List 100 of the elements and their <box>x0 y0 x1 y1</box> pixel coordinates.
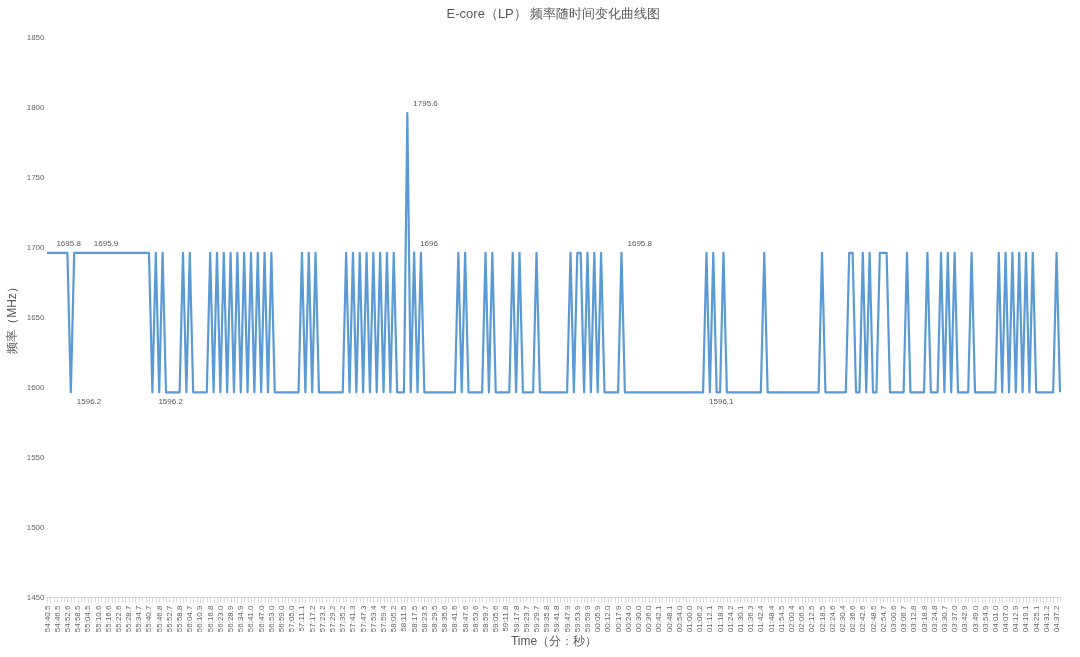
x-tick-label: 59:11.8 <box>501 604 511 632</box>
x-tick-label: 59:17.8 <box>511 604 521 633</box>
x-tick-label: 56:41.0 <box>246 604 256 633</box>
x-tick-label: 00:42.1 <box>654 604 664 633</box>
x-tick-label: 58:35.6 <box>440 604 450 633</box>
x-tick-label: 02:42.6 <box>858 604 868 633</box>
x-tick-label: 57:23.2 <box>317 604 327 633</box>
y-tick-label: 1750 <box>26 172 46 182</box>
x-tick-label: 59:47.9 <box>562 604 572 633</box>
x-tick-label: 03:30.7 <box>939 604 949 633</box>
x-tick-label: 58:59.7 <box>481 604 491 633</box>
x-tick-label: 04:12.9 <box>1011 604 1021 633</box>
x-tick-label: 03:49.0 <box>970 604 980 633</box>
y-tick-label: 1550 <box>26 452 46 462</box>
x-tick-label: 59:23.7 <box>521 604 531 633</box>
x-tick-label: 54:46.5 <box>52 604 62 633</box>
x-tick-label: 01:54.5 <box>776 604 786 633</box>
x-tick-label: 58:23.5 <box>419 604 429 633</box>
y-tick-label: 1500 <box>26 522 46 532</box>
x-tick-label: 57:11.1 <box>297 604 307 632</box>
x-tick-label: 57:47.3 <box>358 604 368 633</box>
y-tick-label: 1700 <box>26 242 46 252</box>
x-tick-label: 02:24.6 <box>827 604 837 633</box>
x-tick-label: 55:22.6 <box>113 604 123 633</box>
y-tick-label: 1800 <box>26 102 46 112</box>
x-tick-label: 55:46.8 <box>154 604 164 633</box>
x-tick-label: 04:31.2 <box>1041 604 1051 633</box>
x-tick-label: 55:10.6 <box>93 604 103 633</box>
x-tick-label: 00:48.1 <box>664 604 674 633</box>
x-tick-label: 03:06.7 <box>899 604 909 633</box>
x-tick-label: 04:37.2 <box>1052 604 1062 633</box>
y-tick-label: 1850 <box>26 32 46 42</box>
x-tick-label: 02:06.5 <box>797 604 807 633</box>
x-tick-label: 58:41.6 <box>450 604 460 633</box>
x-tick-label: 03:37.0 <box>950 604 960 633</box>
x-tick-label: 00:24.0 <box>623 604 633 633</box>
x-tick-label: 04:19.1 <box>1021 604 1031 633</box>
y-tick-label: 1650 <box>26 312 46 322</box>
x-tick-label: 03:00.6 <box>888 604 898 633</box>
x-tick-label: 57:17.2 <box>307 604 317 633</box>
x-tick-label: 57:53.4 <box>368 604 378 633</box>
x-tick-label: 04:25.1 <box>1031 604 1041 633</box>
x-tick-label: 03:42.9 <box>960 604 970 633</box>
data-label: 1695.8 <box>56 238 82 248</box>
x-tick-label: 02:00.4 <box>786 604 796 633</box>
x-tick-label: 54:40.5 <box>42 604 52 633</box>
x-tick-label: 00:05.9 <box>593 604 603 633</box>
x-tick-label: 57:41.3 <box>348 604 358 633</box>
x-tick-label: 59:41.8 <box>552 604 562 633</box>
x-tick-label: 56:16.8 <box>205 604 215 633</box>
x-tick-label: 00:17.9 <box>613 604 623 633</box>
x-tick-label: 56:23.0 <box>215 604 225 633</box>
x-tick-label: 57:29.2 <box>328 604 338 633</box>
x-tick-label: 59:59.9 <box>582 604 592 633</box>
x-tick-label: 02:48.5 <box>868 604 878 633</box>
x-tick-label: 59:05.6 <box>491 604 501 633</box>
x-tick-label: 03:18.8 <box>919 604 929 633</box>
x-tick-label: 56:04.7 <box>185 604 195 633</box>
x-tick-label: 56:59.0 <box>277 604 287 633</box>
x-tick-label: 00:30.0 <box>633 604 643 633</box>
x-tick-label: 55:52.7 <box>164 604 174 633</box>
x-tick-label: 04:07.0 <box>1001 604 1011 633</box>
x-tick-label: 01:18.3 <box>715 604 725 633</box>
x-tick-label: 56:34.9 <box>236 604 246 633</box>
y-tick-label: 1600 <box>26 382 46 392</box>
x-tick-label: 00:54.0 <box>674 604 684 633</box>
x-tick-label: 55:16.6 <box>103 604 113 633</box>
data-label: 1795.6 <box>413 99 439 109</box>
x-tick-label: 56:10.9 <box>195 604 205 633</box>
x-tick-label: 03:24.8 <box>929 604 939 633</box>
x-tick-label: 01:30.1 <box>735 604 745 633</box>
x-tick-label: 01:12.1 <box>705 604 715 633</box>
data-label: 1596.2 <box>158 397 184 407</box>
x-tick-label: 59:35.8 <box>542 604 552 633</box>
data-label: 1596.2 <box>76 397 102 407</box>
x-tick-label: 55:40.7 <box>144 604 154 633</box>
x-tick-label: 56:53.0 <box>266 604 276 633</box>
x-tick-label: 58:53.6 <box>470 604 480 633</box>
x-tick-label: 58:17.5 <box>409 604 419 633</box>
x-tick-label: 59:53.9 <box>572 604 582 633</box>
x-tick-label: 00:36.0 <box>644 604 654 633</box>
x-tick-label: 01:24.2 <box>725 604 735 633</box>
x-tick-label: 59:29.7 <box>532 604 541 633</box>
x-tick-label: 01:48.4 <box>766 604 776 633</box>
x-tick-label: 01:00.0 <box>684 604 694 633</box>
x-tick-label: 00:12.0 <box>603 604 613 633</box>
x-tick-label: 01:42.4 <box>756 604 766 633</box>
data-label: 1696 <box>420 238 439 248</box>
x-tick-label: 57:35.2 <box>338 604 348 633</box>
x-tick-label: 02:54.7 <box>878 604 888 633</box>
x-tick-label: 57:05.0 <box>287 604 297 633</box>
x-tick-label: 54:52.6 <box>62 604 72 633</box>
x-tick-label: 56:47.0 <box>256 604 266 633</box>
x-axis-title: Time（分：秒） <box>510 634 598 649</box>
x-tick-label: 03:54.9 <box>980 604 990 633</box>
x-tick-label: 02:30.4 <box>837 604 847 633</box>
x-tick-label: 01:06.2 <box>695 604 705 633</box>
data-label: 1596.1 <box>709 397 735 407</box>
x-tick-label: 04:01.0 <box>990 604 1000 633</box>
x-tick-label: 55:28.7 <box>124 604 134 633</box>
